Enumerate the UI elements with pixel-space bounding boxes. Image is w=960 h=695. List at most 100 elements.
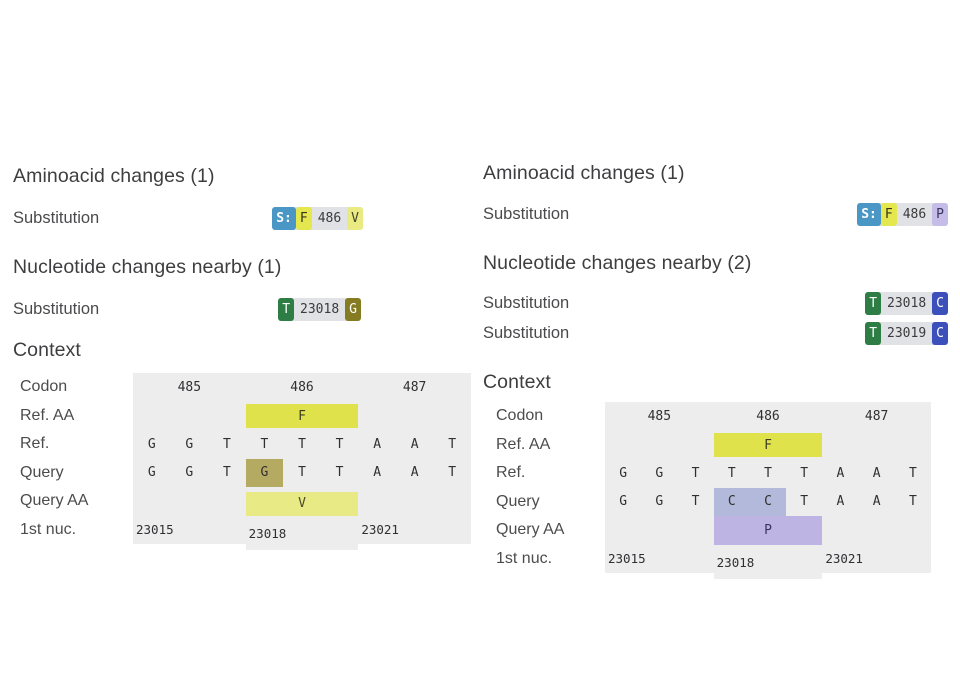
first-nuc-position: 23018: [248, 526, 287, 542]
aminoacid-changes-heading: Aminoacid changes (1): [483, 162, 685, 184]
nuc-substitution-label: Substitution: [483, 323, 570, 342]
codon-column-tab: [713, 573, 823, 579]
seq-cell: T: [908, 494, 917, 510]
row-label-ref-aa: Ref. AA: [496, 435, 551, 453]
ref-nuc-segment: T: [278, 297, 295, 321]
row-label-codon: Codon: [20, 378, 68, 396]
seq-cell: G: [619, 465, 628, 481]
nuc-substitution-row: Substitution T 23019 C: [483, 321, 948, 345]
ref-aa-band: F: [245, 404, 359, 428]
seq-cell: T: [298, 436, 306, 452]
nuc-mutation-badge: T 23018 G: [278, 297, 361, 321]
context-table: Codon Ref. AA Ref. Query Query AA 1st nu…: [483, 402, 931, 579]
seq-cell: T: [727, 465, 736, 481]
aa-mutation-badge: S: F 486 V: [272, 206, 363, 230]
row-label-ref-aa: Ref. AA: [20, 406, 75, 424]
row-label-query-aa: Query AA: [20, 492, 89, 510]
codon-number: 485: [647, 408, 672, 424]
nuc-substitution-label: Substitution: [13, 299, 100, 318]
seq-cell: A: [410, 436, 419, 452]
codon-number: 487: [402, 379, 427, 395]
nuc-substitution-row: Substitution T 23018 C: [483, 291, 948, 315]
row-label-first-nuc: 1st nuc.: [496, 549, 553, 567]
query-aa-segment: P: [932, 202, 948, 226]
mutated-nuc-highlight: [245, 458, 284, 487]
first-nuc-row: 23015 23018 23021: [605, 545, 931, 574]
ref-nuc-segment: T: [865, 321, 882, 345]
query-sequence-row: G G T G T T A A T: [133, 459, 471, 488]
seq-cell: A: [373, 436, 382, 452]
first-nuc-position: 23021: [825, 551, 863, 567]
ref-nuc-segment: T: [865, 291, 882, 315]
seq-cell: T: [298, 465, 306, 481]
gene-segment: S:: [857, 202, 881, 226]
seq-cell: A: [872, 465, 881, 481]
ref-sequence-row: G G T T T T A A T: [133, 430, 471, 459]
row-label-query: Query: [20, 463, 64, 481]
nuc-mutation-badge: T 23018 C: [865, 291, 948, 315]
row-label-query-aa: Query AA: [496, 521, 565, 539]
seq-cell: T: [691, 465, 700, 481]
ref-sequence-row: G G T T T T A A T: [605, 459, 931, 488]
nuc-position-segment: 23018: [887, 295, 927, 311]
query-aa-band: P: [713, 516, 823, 545]
codon-number: 486: [290, 379, 314, 395]
aa-substitution-row: Substitution S: F 486 P: [483, 202, 948, 226]
nuc-substitution-row: Substitution T 23018 G: [13, 297, 361, 321]
seq-cell: G: [147, 436, 156, 452]
codon-number: 487: [864, 408, 889, 424]
seq-cell: A: [872, 494, 881, 510]
row-label-ref: Ref.: [496, 464, 526, 482]
nuc-mutation-badge: T 23019 C: [865, 321, 948, 345]
context-table: Codon Ref. AA Ref. Query Query AA 1st nu…: [13, 373, 471, 550]
mutation-tooltip-left: Aminoacid changes (1) Substitution S: F …: [13, 165, 471, 595]
seq-cell: T: [764, 465, 772, 481]
seq-cell: C: [764, 494, 772, 510]
ref-aa-segment: F: [880, 202, 897, 226]
seq-cell: T: [335, 465, 344, 481]
ref-aa-band: F: [713, 433, 823, 457]
seq-cell: T: [260, 436, 269, 452]
seq-cell: T: [800, 494, 809, 510]
seq-cell: A: [410, 465, 419, 481]
seq-cell: T: [800, 465, 809, 481]
seq-cell: A: [836, 494, 845, 510]
seq-cell: T: [448, 436, 457, 452]
row-label-first-nuc: 1st nuc.: [20, 520, 77, 538]
query-nuc-segment: G: [345, 297, 361, 321]
first-nuc-position: 23015: [136, 522, 174, 538]
query-aa-band: V: [245, 491, 359, 516]
seq-cell: C: [727, 494, 736, 510]
mutation-tooltip-right: Aminoacid changes (1) Substitution S: F …: [483, 162, 948, 592]
aa-mutation-badge: S: F 486 P: [857, 202, 948, 226]
query-nuc-segment: C: [932, 291, 948, 315]
codon-number-row: 485 486 487: [605, 402, 931, 431]
aa-position-segment: 486: [902, 206, 927, 222]
seq-cell: T: [691, 494, 700, 510]
seq-cell: G: [260, 465, 269, 481]
gene-segment: S:: [272, 206, 296, 230]
codon-number: 486: [756, 408, 780, 424]
seq-cell: T: [448, 465, 457, 481]
query-nuc-segment: C: [932, 321, 948, 345]
aminoacid-changes-heading: Aminoacid changes (1): [13, 165, 215, 187]
row-label-codon: Codon: [496, 407, 544, 425]
codon-column-tab: [245, 544, 359, 550]
row-label-ref: Ref.: [20, 435, 50, 453]
seq-cell: G: [655, 494, 664, 510]
aa-substitution-label: Substitution: [13, 208, 100, 227]
context-grid: 485 486 487 F G G T T T T A A T G G T G: [133, 373, 471, 550]
context-grid: 485 486 487 F G G T T T T A A T G G T C: [605, 402, 931, 579]
aa-substitution-row: Substitution S: F 486 V: [13, 206, 363, 230]
first-nuc-position: 23021: [361, 522, 399, 538]
nucleotide-changes-heading: Nucleotide changes nearby (2): [483, 252, 752, 274]
seq-cell: T: [222, 465, 231, 481]
aa-position-segment: 486: [317, 210, 342, 226]
context-heading: Context: [483, 371, 551, 393]
first-nuc-row: 23015 23018 23021: [133, 516, 471, 545]
nuc-position-segment: 23018: [300, 301, 340, 317]
seq-cell: A: [373, 465, 382, 481]
nuc-position-segment: 23019: [887, 325, 927, 341]
seq-cell: A: [836, 465, 845, 481]
nucleotide-changes-heading: Nucleotide changes nearby (1): [13, 256, 282, 278]
